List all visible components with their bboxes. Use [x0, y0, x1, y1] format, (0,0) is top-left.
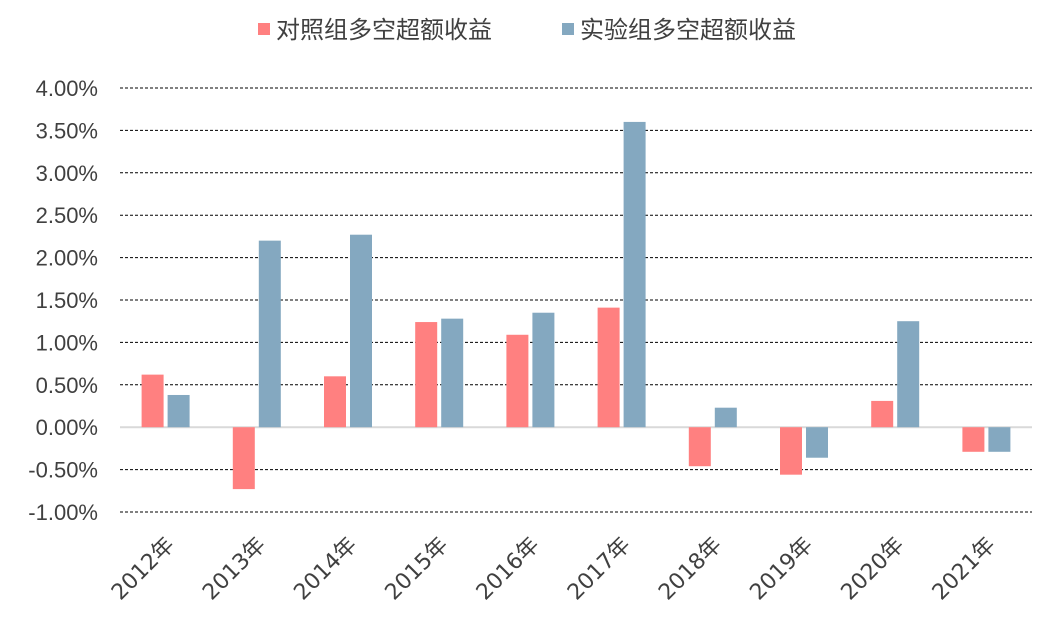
- bar-control-2014年: [324, 376, 346, 428]
- bar-experiment-2014年: [350, 234, 372, 428]
- x-tick-label: 2020年: [837, 533, 910, 606]
- bars: [141, 121, 1011, 490]
- y-tick-label: 1.00%: [36, 330, 98, 355]
- y-tick-label: 1.50%: [36, 288, 98, 313]
- x-axis: 2012年 2013年 2014年 2015年 2016年 2017年 2018年 2019年…: [107, 533, 1001, 606]
- bar-experiment-2020年: [897, 321, 920, 428]
- bar-experiment-2015年: [441, 318, 464, 428]
- bar-control-2013年: [232, 427, 255, 490]
- bar-control-2019年: [780, 427, 802, 475]
- bar-control-2017年: [597, 307, 620, 428]
- bar-control-2020年: [871, 400, 894, 428]
- x-tick-label: 2017年: [563, 533, 636, 606]
- y-tick-label: 0.50%: [36, 373, 98, 398]
- bar-control-2018年: [688, 427, 711, 467]
- legend: 对照组多空超额收益 实验组多空超额收益: [258, 16, 796, 44]
- legend-label-experiment: 实验组多空超额收益: [580, 16, 796, 44]
- y-tick-label: 4.00%: [36, 76, 98, 101]
- x-tick-label: 2013年: [198, 533, 271, 606]
- bar-experiment-2016年: [532, 312, 555, 428]
- bar-control-2016年: [506, 334, 529, 428]
- y-tick-label: 2.50%: [36, 203, 98, 228]
- y-tick-label: 2.00%: [36, 246, 98, 271]
- x-tick-label: 2015年: [381, 533, 454, 606]
- x-tick-label: 2018年: [654, 533, 727, 606]
- y-tick-label: -1.00%: [28, 500, 98, 525]
- gridlines: [120, 87, 1032, 513]
- y-tick-label: 3.00%: [36, 161, 98, 186]
- bar-experiment-2018年: [714, 407, 737, 428]
- bar-experiment-2019年: [806, 427, 828, 458]
- bar-experiment-2013年: [258, 240, 281, 428]
- y-tick-label: 3.50%: [36, 118, 98, 143]
- legend-swatch-experiment: [562, 23, 574, 35]
- bar-control-2021年: [962, 427, 985, 452]
- y-axis: -1.00% -0.50% 0.00% 0.50% 1.00% 1.50% 2.00% 2.5…: [28, 76, 98, 525]
- bar-experiment-2021年: [988, 427, 1011, 452]
- legend-label-control: 对照组多空超额收益: [276, 16, 492, 44]
- bar-control-2012年: [141, 374, 164, 428]
- bar-experiment-2012年: [167, 394, 190, 428]
- x-tick-label: 2016年: [472, 533, 545, 606]
- x-tick-label: 2021年: [928, 533, 1001, 606]
- y-tick-label: -0.50%: [28, 458, 98, 483]
- bar-experiment-2017年: [623, 121, 646, 428]
- y-tick-label: 0.00%: [36, 415, 98, 440]
- bar-control-2015年: [415, 322, 438, 428]
- legend-swatch-control: [258, 23, 270, 35]
- x-tick-label: 2019年: [745, 533, 818, 606]
- x-tick-label: 2012年: [107, 533, 180, 606]
- x-tick-label: 2014年: [289, 533, 362, 606]
